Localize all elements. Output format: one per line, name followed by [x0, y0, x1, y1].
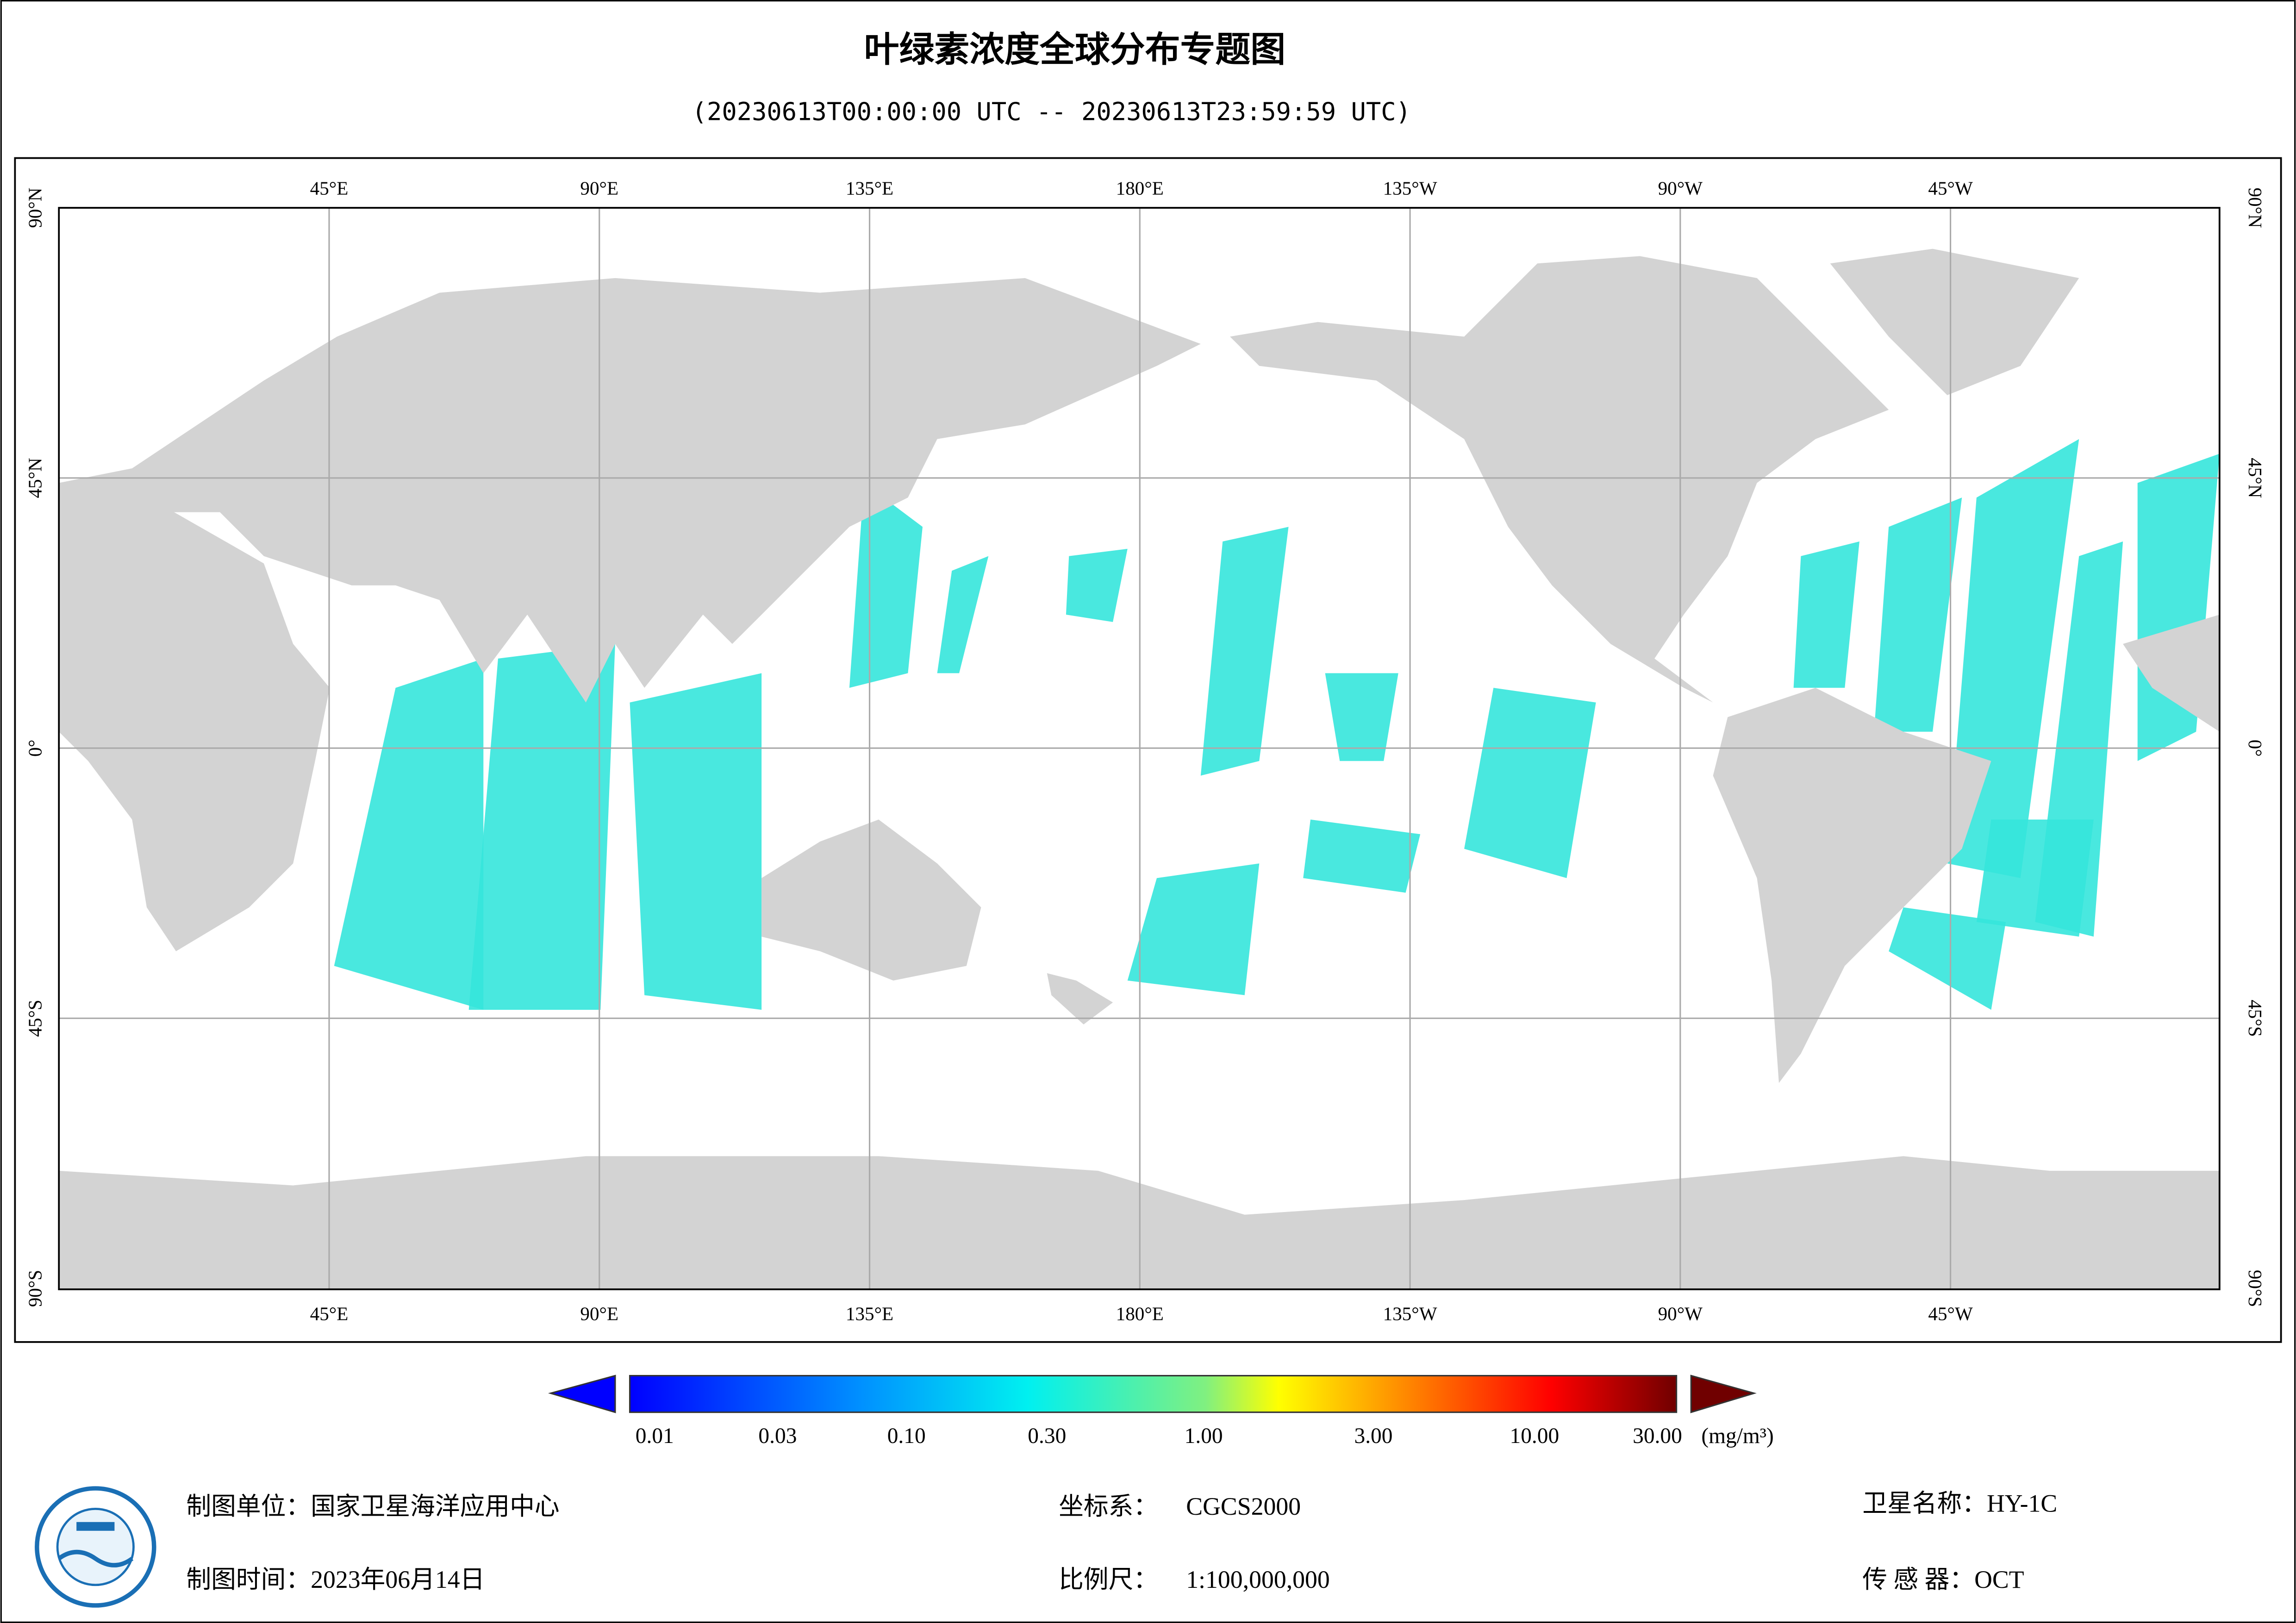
colorbar-label: 1.00: [1185, 1424, 1223, 1448]
colorbar-bar: [629, 1374, 1678, 1413]
footer-label: 卫星名称：: [1862, 1490, 1987, 1517]
footer-value: 国家卫星海洋应用中心: [311, 1492, 560, 1520]
lat-label-left: 45°N: [24, 458, 45, 498]
footer-value: HY-1C: [1987, 1490, 2057, 1517]
colorbar: 0.01 0.03 0.10 0.30 1.00 3.00 10.00 30.00 (mg/m…: [548, 1374, 1774, 1448]
footer-label: 制图时间：: [186, 1566, 311, 1593]
logo-wave: [57, 1549, 134, 1567]
lat-label-left: 90°N: [24, 187, 45, 228]
colorbar-high-arrow: [1690, 1374, 1757, 1413]
lon-label-bottom: 90°E: [580, 1303, 618, 1324]
lon-label-bottom: 45°E: [310, 1303, 349, 1324]
lat-label-left: 90°S: [24, 1270, 45, 1307]
colorbar-label: 30.00: [1633, 1424, 1682, 1448]
map-labels: 45°E 45°E 90°E 90°E 135°E 135°E 180°E 180°E 135°…: [24, 178, 2266, 1325]
colorbar-label: 0.01: [636, 1424, 674, 1448]
lat-label-right: 0°: [2245, 740, 2266, 757]
footer-label: 坐标系：: [1059, 1492, 1158, 1520]
map: [59, 208, 2220, 1289]
title: 叶绿素浓度全球分布专题图: [864, 29, 1286, 70]
lat-label-left: 45°S: [24, 1000, 45, 1037]
lon-label-top: 45°E: [310, 178, 349, 199]
lon-label-bottom: 90°W: [1658, 1303, 1703, 1324]
lon-label-bottom: 135°W: [1383, 1303, 1437, 1324]
map-border: [58, 207, 2221, 1290]
footer-label: 制图单位：: [186, 1492, 311, 1520]
footer-label: 比例尺：: [1059, 1566, 1158, 1593]
lon-label-top: 180°E: [1116, 178, 1164, 199]
colorbar-label: 10.00: [1510, 1424, 1559, 1448]
lon-label-top: 90°E: [580, 178, 618, 199]
lat-label-left: 0°: [24, 740, 45, 757]
map-frame: [14, 157, 2282, 1343]
lat-label-right: 45°N: [2245, 458, 2266, 498]
lat-label-right: 90°N: [2245, 187, 2266, 228]
colorbar-labels: 0.01 0.03 0.10 0.30 1.00 3.00 10.00 30.00: [636, 1424, 1682, 1448]
colorbar-label: 0.30: [1028, 1424, 1066, 1448]
footer-value: OCT: [1974, 1566, 2024, 1593]
colorbar-label: 0.03: [758, 1424, 797, 1448]
lon-label-top: 135°W: [1383, 178, 1437, 199]
lon-label-bottom: 45°W: [1928, 1303, 1973, 1324]
lat-label-right: 90°S: [2245, 1270, 2266, 1307]
footer-value: 2023年06月14日: [311, 1566, 485, 1593]
lon-label-bottom: 180°E: [1116, 1303, 1164, 1324]
lon-label-top: 135°E: [846, 178, 893, 199]
lon-label-bottom: 135°E: [846, 1303, 893, 1324]
subtitle: (20230613T00:00:00 UTC -- 20230613T23:59…: [692, 97, 1411, 126]
lon-label-top: 45°W: [1928, 178, 1973, 199]
footer-label: 传 感 器：: [1862, 1566, 1974, 1593]
lat-label-right: 45°S: [2245, 1000, 2266, 1037]
colorbar-label: 0.10: [887, 1424, 926, 1448]
footer-value: 1:100,000,000: [1186, 1566, 1330, 1593]
logo-globe: [56, 1507, 135, 1586]
graticule: [59, 208, 2220, 1289]
colorbar-unit: (mg/m³): [1701, 1424, 1773, 1448]
logo-satellite: [76, 1522, 115, 1531]
footer-value: CGCS2000: [1186, 1492, 1301, 1520]
logo: [35, 1486, 156, 1608]
colorbar-label: 3.00: [1354, 1424, 1392, 1448]
lon-label-top: 90°W: [1658, 178, 1703, 199]
colorbar-low-arrow: [548, 1374, 616, 1413]
